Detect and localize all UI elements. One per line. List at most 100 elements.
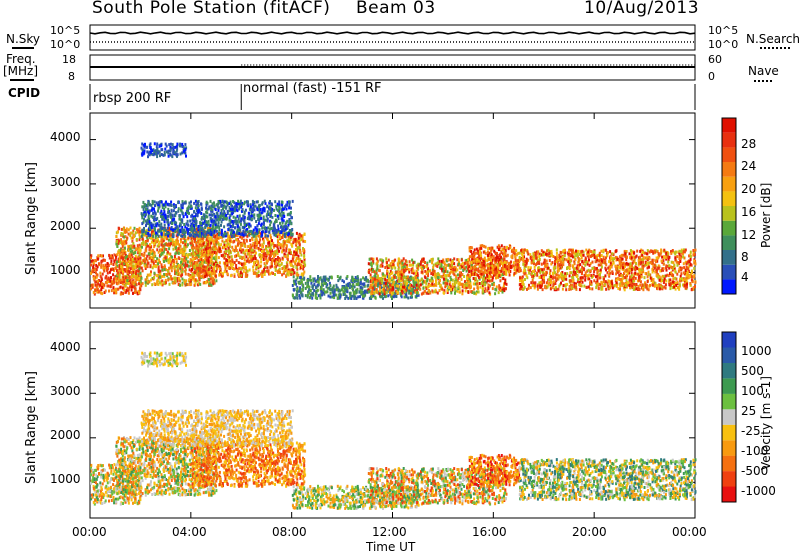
power-echo-cell: [127, 266, 130, 270]
power-echo-cell: [296, 273, 299, 277]
power-echo-cell: [117, 280, 120, 284]
power-echo-cell: [288, 238, 291, 242]
power-echo-cell: [281, 273, 284, 277]
power-echo-cell: [192, 257, 195, 261]
power-echo-cell: [157, 209, 159, 213]
power-echo-cell: [227, 249, 230, 253]
power-echo-cell: [208, 278, 210, 282]
power-echo-cell: [234, 233, 237, 237]
power-echo-cell: [287, 270, 290, 274]
power-echo-cell: [240, 267, 243, 271]
power-echo-cell: [167, 238, 170, 242]
velocity-cbar-cell-7: [722, 378, 736, 394]
velocity-cbar-tick-neg100: -100: [741, 444, 769, 458]
power-echo-cell: [292, 259, 295, 263]
power-echo-cell: [300, 234, 303, 238]
power-echo-cell: [269, 223, 272, 227]
power-echo-cell: [138, 260, 140, 264]
power-echo-cell: [274, 252, 277, 256]
power-echo-cell: [153, 271, 156, 275]
power-echo-cell: [175, 225, 178, 229]
power-echo-cell: [247, 249, 250, 253]
power-echo-cell: [118, 273, 121, 276]
power-echo-cell: [359, 295, 361, 299]
power-echo-cell: [183, 278, 186, 282]
power-echo-cell: [141, 269, 144, 273]
power-echo-cell: [126, 287, 129, 291]
power-echo-cell: [276, 252, 279, 256]
power-echo-cell: [196, 202, 199, 205]
power-echo-cell: [189, 264, 192, 268]
power-echo-cell: [182, 233, 185, 236]
power-echo-cell: [255, 266, 258, 269]
power-echo-cell: [227, 233, 230, 237]
power-echo-cell: [285, 274, 288, 278]
power-echo-cell: [146, 265, 149, 269]
power-echo-cell: [228, 245, 231, 249]
power-echo-cell: [200, 202, 203, 206]
power-echo-cell: [152, 232, 155, 236]
power-echo-cell: [244, 245, 247, 248]
power-echo-cell: [298, 239, 301, 243]
power-echo-cell: [229, 235, 232, 239]
power-echo-cell: [298, 263, 301, 267]
nave-tick-high: 60: [708, 53, 722, 66]
power-echo-cell: [236, 230, 239, 234]
power-echo-cell: [203, 271, 206, 275]
power-echo-cell: [143, 213, 146, 217]
power-echo-cell: [181, 211, 184, 215]
power-echo-cell: [291, 244, 294, 248]
power-echo-cell: [158, 235, 161, 238]
power-echo-cell: [219, 231, 222, 235]
power-echo-cell: [258, 253, 261, 257]
power-echo-cell: [136, 291, 139, 295]
power-echo-cell: [259, 238, 262, 242]
power-echo-cell: [138, 248, 141, 252]
power-echo-cell: [257, 270, 260, 274]
power-echo-cell: [207, 233, 210, 237]
power-echo-cell: [120, 265, 123, 268]
power-echo-cell: [205, 258, 208, 262]
power-echo-cell: [98, 262, 100, 266]
power-echo-cell: [256, 208, 259, 211]
power-echo-cell: [121, 280, 124, 284]
power-echo-cell: [211, 205, 214, 209]
power-echo-cell: [204, 252, 207, 256]
power-echo-cell: [165, 268, 167, 272]
power-echo-cell: [217, 242, 220, 246]
power-echo-cell: [127, 288, 130, 292]
power-echo-cell: [292, 265, 295, 269]
power-echo-cell: [218, 217, 221, 221]
power-echo-cell: [258, 228, 261, 232]
power-echo-cell: [213, 206, 216, 210]
power-echo-cell: [160, 232, 163, 236]
power-echo-cell: [161, 248, 164, 252]
power-echo-cell: [125, 269, 128, 273]
power-echo-cell: [190, 205, 193, 209]
power-echo-cell: [255, 251, 257, 255]
power-echo-cell: [294, 296, 297, 300]
power-echo-cell: [137, 262, 140, 266]
power-echo-cell: [167, 223, 170, 227]
power-echo-cell: [242, 230, 245, 233]
power-echo-cell: [359, 281, 362, 284]
power-echo-cell: [249, 243, 252, 247]
power-echo-cell: [123, 288, 126, 292]
power-echo-cell: [274, 250, 277, 254]
power-echo-cell: [231, 245, 234, 249]
power-echo-cell: [491, 282, 494, 286]
power-echo-cell: [208, 243, 210, 247]
power-echo-cell: [104, 276, 107, 280]
power-echo-cell: [160, 209, 163, 213]
power-echo-cell: [309, 289, 312, 292]
power-echo-cell: [276, 232, 279, 236]
power-echo-cell: [130, 236, 133, 240]
power-echo-cell: [261, 230, 264, 234]
power-echo-cell: [476, 279, 479, 283]
power-echo-cell: [175, 265, 178, 269]
power-echo-cell: [132, 271, 135, 274]
power-echo-cell: [312, 279, 315, 283]
power-echo-cell: [170, 204, 173, 207]
power-echo-cell: [494, 292, 497, 296]
power-echo-cell: [157, 270, 160, 274]
